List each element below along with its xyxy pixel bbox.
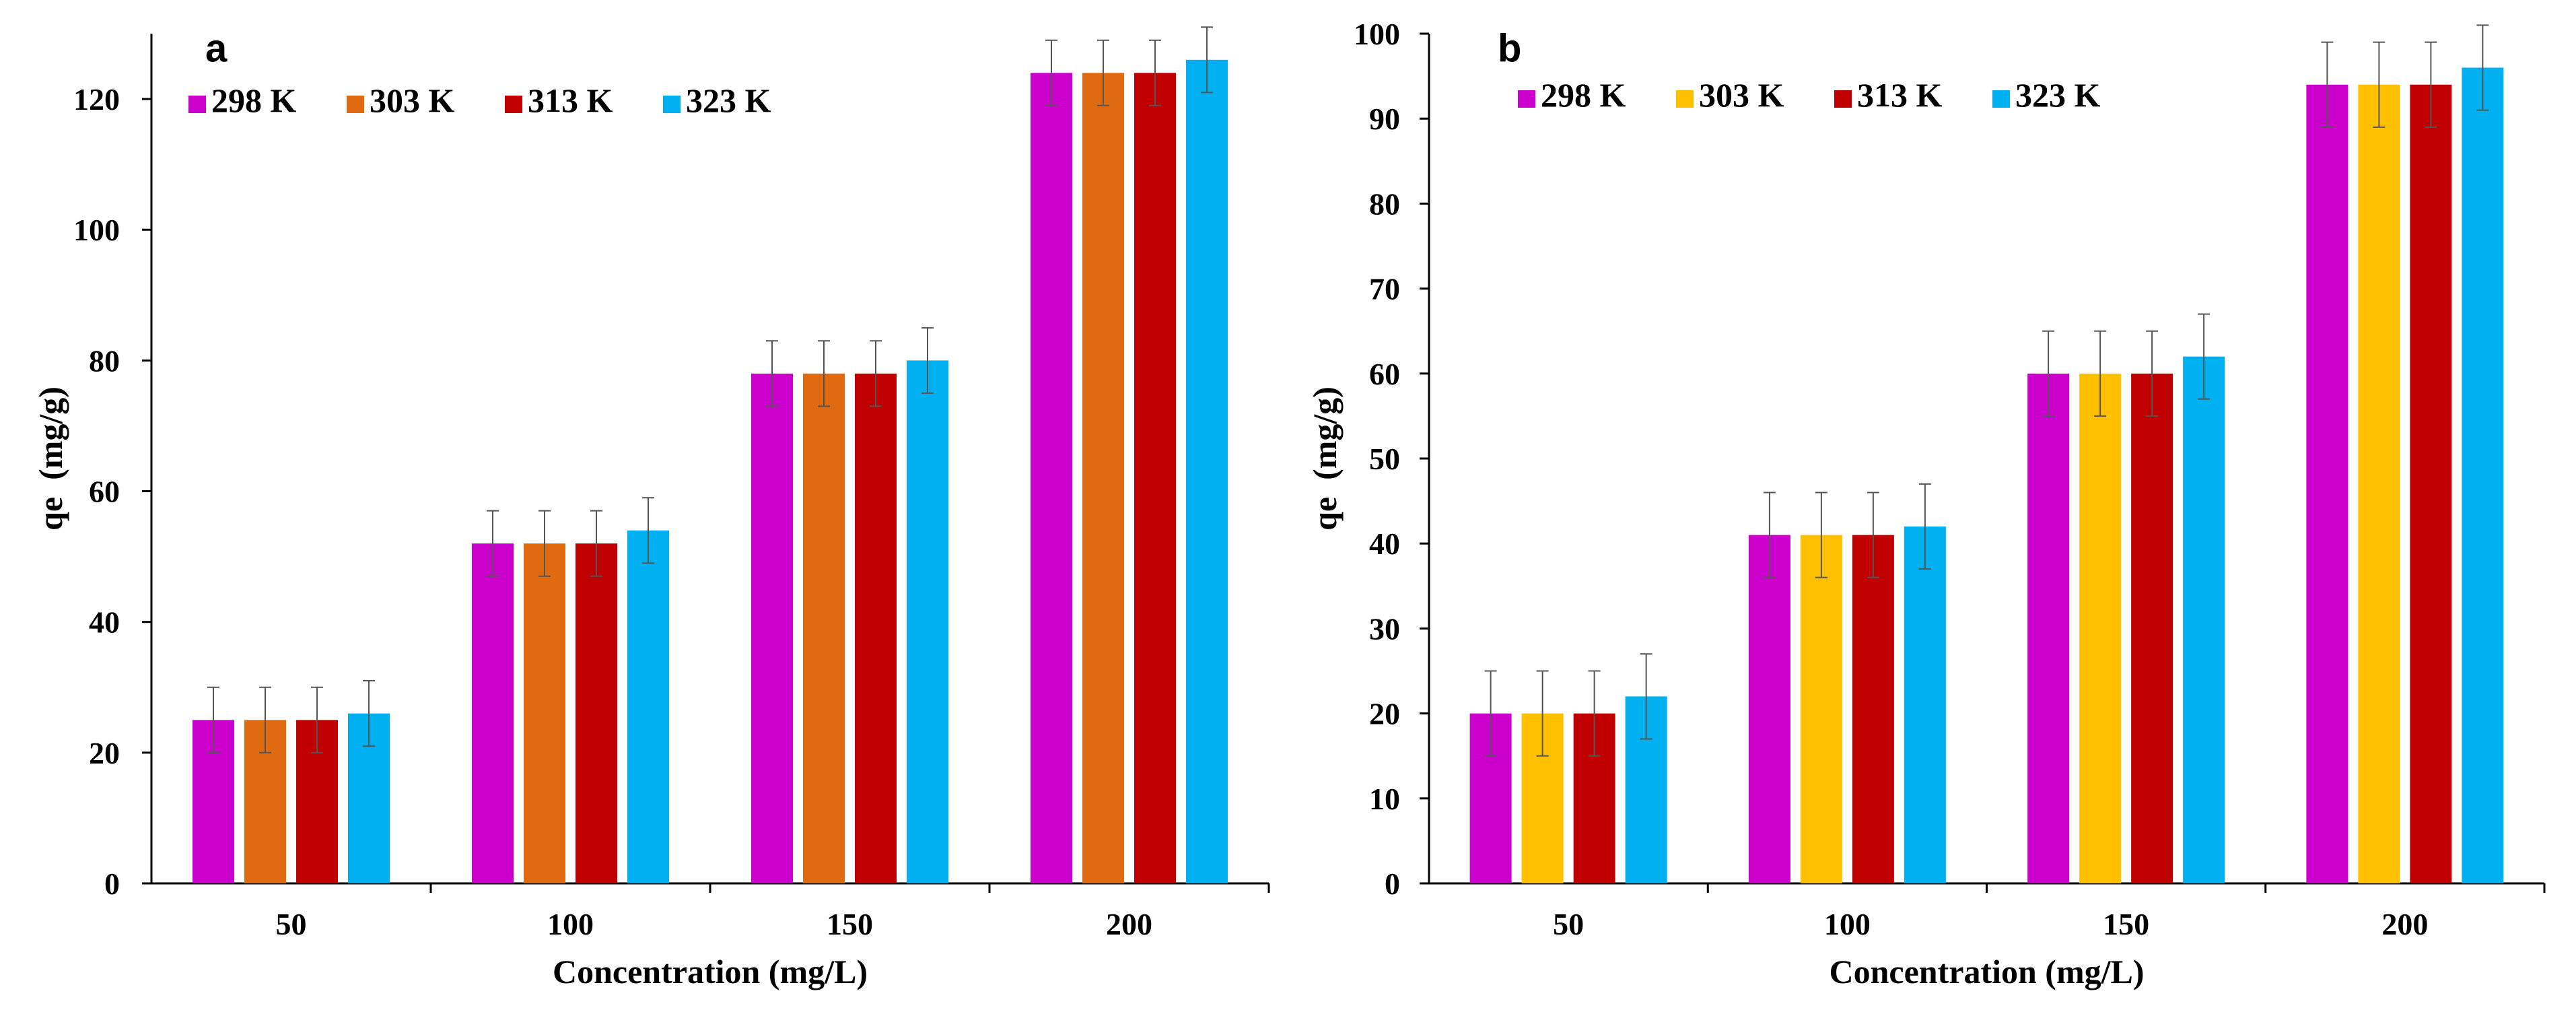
legend-swatch [188, 96, 206, 113]
y-tick-label: 80 [1369, 187, 1400, 221]
x-axis-title: Concentration (mg/L) [1830, 953, 2145, 990]
legend-label: 303 K [370, 81, 455, 119]
bar-a-313K-200 [1134, 73, 1176, 884]
legend-swatch [1834, 90, 1852, 108]
y-tick-label: 0 [1385, 867, 1400, 901]
bar-b-313K-100 [1852, 535, 1894, 883]
x-tick-label: 200 [1106, 907, 1152, 941]
bar-b-313K-150 [2131, 373, 2173, 883]
y-tick-label: 120 [73, 82, 120, 116]
y-tick-label: 70 [1369, 272, 1400, 306]
legend-swatch [663, 96, 681, 113]
y-tick-label: 80 [89, 343, 120, 378]
bar-b-303K-100 [1800, 535, 1842, 883]
bar-a-323K-200 [1186, 59, 1228, 883]
y-tick-label: 20 [89, 736, 120, 770]
x-tick-label: 150 [827, 907, 873, 941]
x-axis-title: Concentration (mg/L) [553, 953, 868, 990]
legend-label: 313 K [528, 81, 613, 119]
y-tick-label: 40 [1369, 527, 1400, 561]
x-tick-label: 150 [2103, 907, 2149, 941]
bar-b-298K-200 [2306, 84, 2348, 884]
bar-b-313K-200 [2410, 84, 2452, 884]
x-tick-label: 200 [2381, 907, 2428, 941]
x-tick-label: 100 [1824, 907, 1871, 941]
bar-b-303K-150 [2079, 373, 2122, 883]
bar-a-323K-100 [627, 530, 669, 883]
y-tick-label: 0 [104, 867, 120, 901]
chart-panel-a: 0 20 40 60 80 100 120 50 100 150 200 Concentration … [32, 26, 1270, 990]
legend-label: 298 K [211, 81, 297, 119]
y-tick-label: 100 [73, 213, 120, 247]
y-tick-label: 50 [1369, 442, 1400, 476]
bar-a-303K-200 [1082, 73, 1124, 884]
x-tick-label: 100 [547, 907, 594, 941]
legend-label: 323 K [686, 81, 771, 119]
legend-label: 303 K [1699, 76, 1784, 114]
y-tick-label: 20 [1369, 697, 1400, 731]
bar-a-303K-100 [524, 543, 565, 883]
bar-b-303K-200 [2358, 84, 2400, 884]
bar-a-313K-150 [855, 373, 897, 883]
legend-swatch [347, 96, 364, 113]
y-axis-title: qe (mg/g) [1306, 386, 1344, 531]
bar-a-298K-100 [472, 543, 514, 883]
y-tick-label: 30 [1369, 611, 1400, 646]
bar-a-323K-150 [907, 360, 948, 883]
y-axis-title: qe (mg/g) [32, 386, 69, 531]
chart-panel-b: 0 10 20 30 40 50 60 70 80 90 100 50 100 150 200 Concent… [1306, 17, 2546, 990]
y-tick-label: 60 [89, 475, 120, 509]
legend-swatch [1518, 90, 1535, 108]
bar-a-298K-200 [1031, 73, 1072, 884]
y-tick-label: 10 [1369, 782, 1400, 816]
bar-b-323K-100 [1904, 526, 1946, 883]
bar-b-298K-100 [1748, 535, 1790, 883]
legend-label: 323 K [2015, 76, 2101, 114]
legend-swatch [505, 96, 522, 113]
bar-a-298K-150 [751, 373, 793, 883]
bar-b-323K-150 [2183, 356, 2225, 883]
y-tick-label: 100 [1354, 17, 1400, 51]
bar-b-323K-200 [2462, 67, 2504, 884]
bar-a-303K-150 [803, 373, 845, 883]
panel-label: b [1498, 27, 1521, 71]
legend-swatch [1676, 90, 1694, 108]
x-tick-label: 50 [276, 907, 307, 941]
y-tick-label: 40 [89, 605, 120, 640]
legend-label: 313 K [1857, 76, 1943, 114]
y-tick-label: 60 [1369, 357, 1400, 391]
legend-swatch [1992, 90, 2010, 108]
legend-label: 298 K [1541, 76, 1626, 114]
bar-b-298K-150 [2027, 373, 2070, 883]
panel-label: a [205, 27, 228, 71]
x-tick-label: 50 [1553, 907, 1584, 941]
bar-a-313K-100 [576, 543, 617, 883]
y-tick-label: 90 [1369, 102, 1400, 136]
